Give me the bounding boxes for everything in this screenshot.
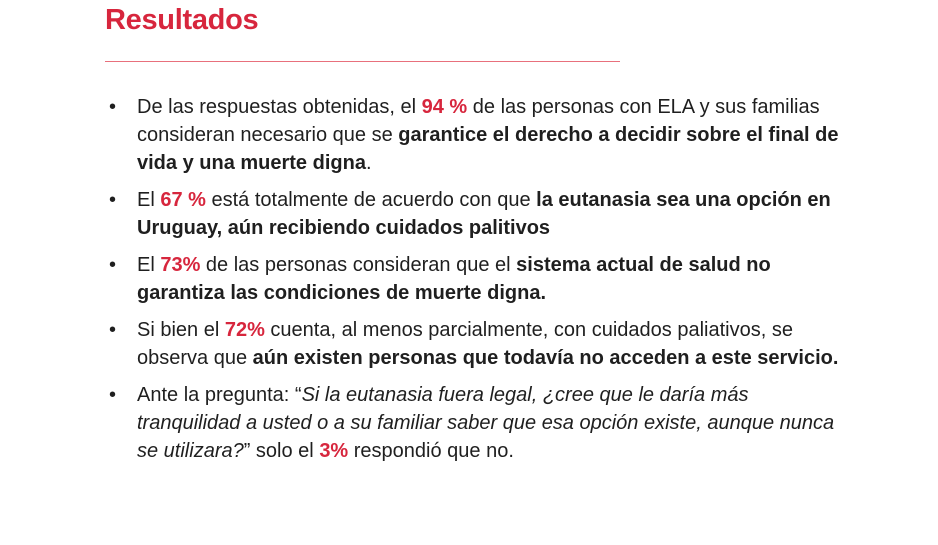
result-text: El [137, 189, 161, 211]
result-item-3: El 73% de las personas consideran que el… [0, 251, 938, 307]
section-title: Resultados [105, 4, 259, 36]
result-text: de las personas con ELA y sus familias c… [137, 96, 820, 146]
result-text: cuenta, al menos parcialmente, con cuida… [137, 319, 793, 369]
result-text: respondió que no. [348, 440, 514, 462]
result-text: El [137, 254, 161, 276]
result-emphasis: garantice el derecho a decidir sobre el … [137, 124, 839, 174]
results-list: De las respuestas obtenidas, el 94 % de … [0, 93, 938, 474]
result-text: . [365, 152, 372, 174]
result-text: está totalmente de acuerdo con que [205, 189, 537, 211]
result-percentage: 67 % [160, 189, 206, 211]
result-item-1: De las respuestas obtenidas, el 94 % de … [0, 93, 938, 177]
result-percentage: 73% [160, 254, 201, 276]
result-emphasis: la eutanasia sea una opción en Uruguay, … [137, 189, 831, 239]
result-item-2: El 67 % está totalmente de acuerdo con q… [0, 186, 938, 242]
result-emphasis: aún existen personas que todavía no acce… [252, 347, 839, 369]
result-percentage: 94 % [421, 96, 468, 118]
survey-question-quote: Si la eutanasia fuera legal, ¿cree que l… [137, 384, 835, 462]
title-divider [105, 61, 620, 62]
result-text: Si bien el [137, 319, 225, 341]
result-text: de las personas consideran que el [200, 254, 517, 276]
result-percentage: 72% [224, 319, 265, 341]
result-item-5: Ante la pregunta: “Si la eutanasia fuera… [0, 381, 938, 465]
result-text: Ante la pregunta: “ [137, 384, 302, 406]
result-item-4: Si bien el 72% cuenta, al menos parcialm… [0, 316, 938, 372]
result-text: De las respuestas obtenidas, el [137, 96, 422, 118]
result-percentage: 3% [319, 440, 349, 462]
result-text: ” solo el [243, 440, 320, 462]
result-emphasis: sistema actual de salud no garantiza las… [137, 254, 771, 304]
